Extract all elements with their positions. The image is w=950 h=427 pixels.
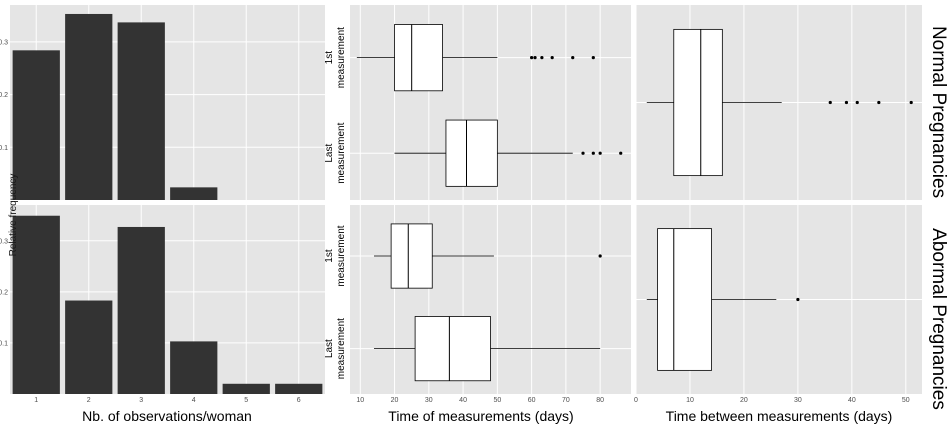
- y-category-label-line2: measurement: [336, 225, 347, 286]
- box: [394, 24, 443, 92]
- x-tick-label: 0: [634, 397, 638, 404]
- box: [414, 316, 491, 382]
- box: [657, 228, 712, 371]
- x-tick-label: 1: [34, 397, 38, 404]
- outlier-point: [828, 100, 832, 105]
- y-category-label-line2: measurement: [336, 318, 347, 379]
- y-tick-label: 0.2: [0, 289, 8, 296]
- x-tick-label: 40: [848, 397, 856, 404]
- bar: [170, 341, 218, 394]
- outlier-point: [909, 100, 913, 105]
- outlier-point: [598, 254, 602, 258]
- outlier-point: [530, 56, 534, 60]
- bar: [222, 383, 270, 394]
- x-tick-label: 5: [244, 397, 248, 404]
- bar-xlabel: Nb. of observations/woman: [82, 408, 252, 424]
- outlier-point: [591, 151, 595, 155]
- y-category-label-line1: 1st: [324, 249, 335, 263]
- box: [445, 119, 498, 187]
- bar-panel-0: 0.1 0.2 0.3: [0, 5, 325, 201]
- x-tick-label: 10: [356, 397, 364, 404]
- x-tick-label: 30: [794, 397, 802, 404]
- bar: [170, 187, 218, 200]
- box1-xlabel: Time of measurements (days): [388, 408, 573, 424]
- x-tick-label: 30: [425, 397, 433, 404]
- x-tick-label: 40: [459, 397, 467, 404]
- outlier-point: [550, 56, 554, 60]
- time-between-boxplot-column: 0 10 20 30 40 50: [634, 5, 922, 404]
- bar-ylabel: Relative frequency: [8, 174, 19, 257]
- box2-panel-1: [635, 205, 922, 394]
- y-category-label-line1: 1st: [324, 51, 335, 65]
- y-tick-label: 0.1: [0, 145, 8, 152]
- x-tick-label: 4: [192, 397, 196, 404]
- x-tick-label: 60: [528, 397, 536, 404]
- bar: [65, 13, 113, 201]
- outlier-point: [571, 56, 575, 60]
- y-category-label-line2: measurement: [336, 122, 347, 183]
- outlier-point: [796, 297, 800, 302]
- x-tick-label: 50: [902, 397, 910, 404]
- x-tick-label: 50: [493, 397, 501, 404]
- x-tick-label: 2: [87, 397, 91, 404]
- box: [673, 28, 723, 177]
- y-category-label-line1: Last: [324, 339, 335, 358]
- x-tick-label: 20: [391, 397, 399, 404]
- outlier-point: [533, 56, 537, 60]
- bar-chart-column: 0.1 0.2 0.3 0.1 0.2 0.3 1 2 3 4 5 6: [0, 5, 325, 404]
- y-tick-label: 0.1: [0, 340, 8, 347]
- panel-background: [10, 5, 325, 200]
- outlier-point: [540, 56, 544, 60]
- strip-label-normal: Normal Pregnancies: [928, 26, 949, 198]
- outlier-point: [619, 151, 623, 155]
- y-tick-label: 0.3: [0, 39, 8, 46]
- bar: [12, 50, 60, 200]
- outlier-point: [877, 100, 881, 105]
- x-tick-label: 10: [686, 397, 694, 404]
- y-category-label-line2: measurement: [336, 27, 347, 88]
- bar: [65, 300, 113, 394]
- facet-strips: Normal Pregnancies Abormal Pregnancies: [928, 26, 949, 410]
- x-tick-label: 20: [740, 397, 748, 404]
- strip-label-abnormal: Abormal Pregnancies: [928, 228, 949, 410]
- x-tick-label: 80: [596, 397, 604, 404]
- outlier-point: [581, 151, 585, 155]
- y-tick-label: 0.3: [0, 238, 8, 245]
- bar: [12, 215, 60, 394]
- bar-panel-1: 0.1 0.2 0.3: [0, 205, 325, 394]
- box: [390, 223, 433, 289]
- outlier-point: [844, 100, 849, 105]
- panel-background: [10, 205, 325, 394]
- axis-titles: Relative frequency Nb. of observations/w…: [8, 174, 892, 424]
- outlier-point: [591, 56, 595, 60]
- bar: [117, 22, 165, 200]
- y-tick-label: 0.2: [0, 92, 8, 99]
- outlier-point: [598, 151, 602, 155]
- bar: [275, 383, 323, 394]
- x-tick-label: 70: [562, 397, 570, 404]
- box2-xlabel: Time between measurements (days): [666, 408, 893, 424]
- x-tick-label: 3: [139, 397, 143, 404]
- x-tick-label: 6: [297, 397, 301, 404]
- outlier-point: [855, 100, 859, 105]
- bar: [117, 226, 165, 394]
- box2-panel-0: [635, 5, 922, 200]
- y-category-label-line1: Last: [324, 144, 335, 163]
